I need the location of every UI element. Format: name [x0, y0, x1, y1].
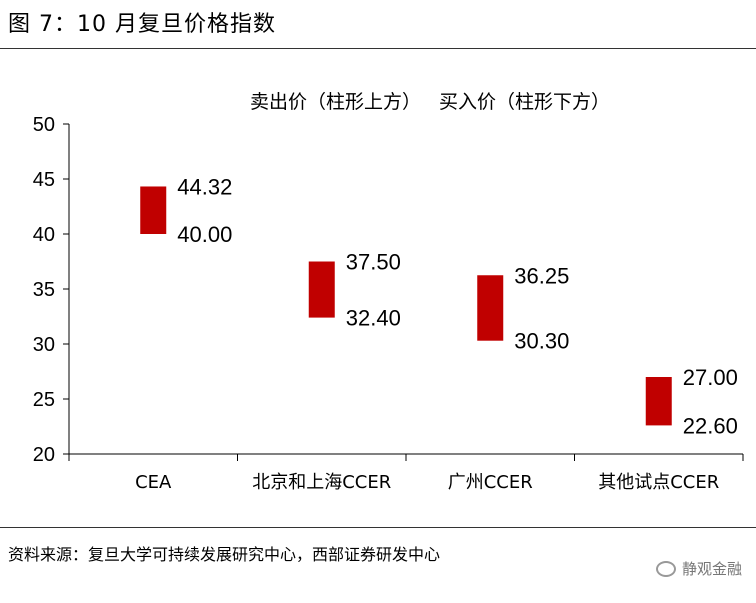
bars	[140, 186, 672, 426]
y-tick-label: 45	[33, 169, 55, 191]
sell-price-label: 27.00	[683, 365, 738, 390]
sell-price-label: 36.25	[514, 263, 569, 288]
y-tick-label: 50	[33, 114, 55, 136]
y-tick-label: 35	[33, 279, 55, 301]
y-tick-label: 20	[33, 444, 55, 466]
price-range-bar	[645, 377, 672, 426]
axes: 20 25 30 35 40 45 50 CEA 北京和上海CCER 广州CCER 其他试点CCER	[33, 114, 744, 493]
buy-price-label: 40.00	[177, 222, 232, 247]
price-range-bar	[477, 275, 504, 341]
sell-price-label: 37.50	[346, 250, 401, 275]
figure-title: 图 7：10 月复旦价格指数	[8, 12, 276, 37]
source-note: 资料来源：复旦大学可持续发展研究中心，西部证券研发中心	[8, 545, 441, 564]
y-tick-label: 25	[33, 389, 55, 411]
buy-price-label: 30.30	[514, 329, 569, 354]
sell-price-label: 44.32	[177, 174, 232, 199]
watermark: 静观金融	[655, 558, 742, 579]
watermark-text: 静观金融	[681, 560, 742, 578]
y-tick-label: 30	[33, 334, 55, 356]
price-range-bar	[308, 261, 335, 318]
bottom-rule	[0, 527, 756, 528]
x-category-label: 广州CCER	[448, 472, 533, 493]
buy-price-label: 22.60	[683, 413, 738, 438]
top-rule	[0, 48, 756, 49]
x-category-label: 其他试点CCER	[598, 472, 719, 493]
y-tick-label: 40	[33, 224, 55, 246]
price-range-bar	[140, 186, 167, 234]
data-labels: 44.32 40.00 37.50 32.40 36.25 30.30 27.00 22.60	[177, 174, 738, 438]
chart-area: 卖出价（柱形上方） 买入价（柱形下方） 20 25 30 35 40 45 50 CEA 北京和…	[33, 91, 744, 493]
x-category-label: 北京和上海CCER	[252, 472, 391, 493]
wechat-icon	[655, 560, 676, 577]
buy-price-label: 32.40	[346, 306, 401, 331]
x-category-label: CEA	[135, 472, 172, 493]
chart-subtitle: 卖出价（柱形上方） 买入价（柱形下方）	[250, 91, 610, 113]
